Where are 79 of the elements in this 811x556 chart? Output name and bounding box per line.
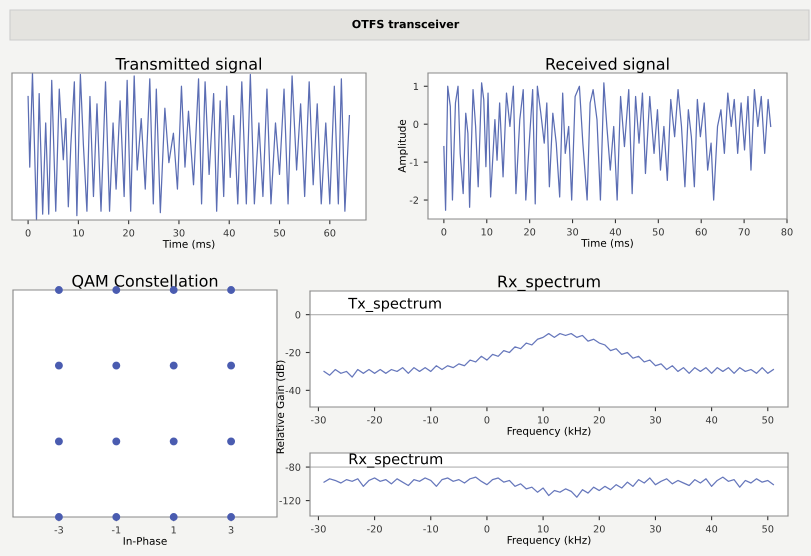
x-tick-label: 30 xyxy=(650,416,661,424)
x-tick-label: 70 xyxy=(738,228,750,236)
point xyxy=(227,286,236,294)
y-tick-label: -40 xyxy=(286,386,300,394)
x-tick-label: -20 xyxy=(367,416,382,424)
chart-title: Rx_spectrum xyxy=(498,276,600,291)
x-tick-label: 10 xyxy=(538,525,549,533)
y-tick-label: -120 xyxy=(279,497,300,504)
x-tick-label: 40 xyxy=(224,229,235,237)
annotation: Tx_spectrum xyxy=(348,298,441,312)
chart-title: QAM Constellation xyxy=(72,274,218,289)
x-tick-label: 30 xyxy=(567,228,578,236)
x-tick-label: 0 xyxy=(484,525,490,533)
y-tick-label: 1 xyxy=(414,82,418,90)
x-tick-label: 0 xyxy=(441,228,446,236)
point xyxy=(112,286,120,294)
y-tick-label: -1 xyxy=(410,158,418,166)
point xyxy=(170,437,178,446)
x-axis-title: Time (ms) xyxy=(162,240,214,250)
line-series xyxy=(323,476,774,498)
y-tick-label: -2 xyxy=(410,196,418,204)
point xyxy=(227,513,236,521)
x-tick-label: 10 xyxy=(538,416,549,424)
line-series xyxy=(323,332,774,378)
x-tick-label: 50 xyxy=(652,228,664,236)
line-series xyxy=(443,82,772,211)
x-tick-label: 3 xyxy=(228,526,234,534)
text: OTFS transceiver xyxy=(352,20,460,28)
y-axis-title: Relative Gain (dB) xyxy=(276,360,286,454)
x-tick-label: 50 xyxy=(762,416,774,424)
x-axis-title: In-Phase xyxy=(124,536,167,545)
point xyxy=(227,437,236,446)
point xyxy=(54,513,63,521)
x-axis-title: Time (ms) xyxy=(581,238,633,248)
y-tick-label: -80 xyxy=(286,464,300,471)
x-tick-label: 20 xyxy=(123,229,134,237)
point xyxy=(54,437,63,446)
x-tick-label: 50 xyxy=(762,525,774,533)
x-tick-label: 20 xyxy=(594,525,605,533)
x-tick-label: -1 xyxy=(112,526,120,534)
point xyxy=(170,362,178,370)
point xyxy=(54,362,63,370)
x-tick-label: 30 xyxy=(174,229,184,237)
x-tick-label: -3 xyxy=(54,526,63,534)
x-axis-title: Frequency (kHz) xyxy=(508,426,590,437)
y-tick-label: 0 xyxy=(295,311,300,318)
x-tick-label: 40 xyxy=(610,228,621,236)
point xyxy=(112,362,120,370)
x-tick-label: -10 xyxy=(423,416,438,424)
x-tick-label: 20 xyxy=(524,228,536,236)
point xyxy=(112,437,120,446)
x-tick-label: 20 xyxy=(594,416,605,424)
y-axis-title: Amplitude xyxy=(398,120,408,173)
point xyxy=(112,513,120,521)
point xyxy=(54,286,63,294)
x-tick-label: 0 xyxy=(26,229,31,237)
annotation: Rx_spectrum xyxy=(350,454,442,468)
x-tick-label: 0 xyxy=(484,416,490,424)
x-tick-label: -30 xyxy=(310,416,326,424)
x-tick-label: -10 xyxy=(423,525,438,533)
point xyxy=(227,362,236,370)
x-axis-title: Frequency (kHz) xyxy=(508,536,590,546)
point xyxy=(170,513,178,521)
x-tick-label: 50 xyxy=(274,229,286,237)
x-tick-label: 10 xyxy=(482,228,492,236)
chart-title: Received signal xyxy=(546,58,668,73)
x-tick-label: 30 xyxy=(650,525,661,533)
y-tick-label: 0 xyxy=(413,120,418,128)
x-tick-label: 80 xyxy=(781,228,793,236)
x-tick-label: 60 xyxy=(324,229,336,237)
chart-title: Transmitted signal xyxy=(115,58,262,73)
x-tick-label: 1 xyxy=(172,526,176,534)
x-tick-label: 10 xyxy=(73,229,84,237)
x-tick-label: -20 xyxy=(367,525,382,533)
x-tick-label: 40 xyxy=(706,416,718,424)
x-tick-label: 40 xyxy=(706,525,718,533)
y-tick-label: -20 xyxy=(286,348,300,356)
x-tick-label: -30 xyxy=(310,525,326,533)
x-tick-label: 60 xyxy=(696,228,707,236)
